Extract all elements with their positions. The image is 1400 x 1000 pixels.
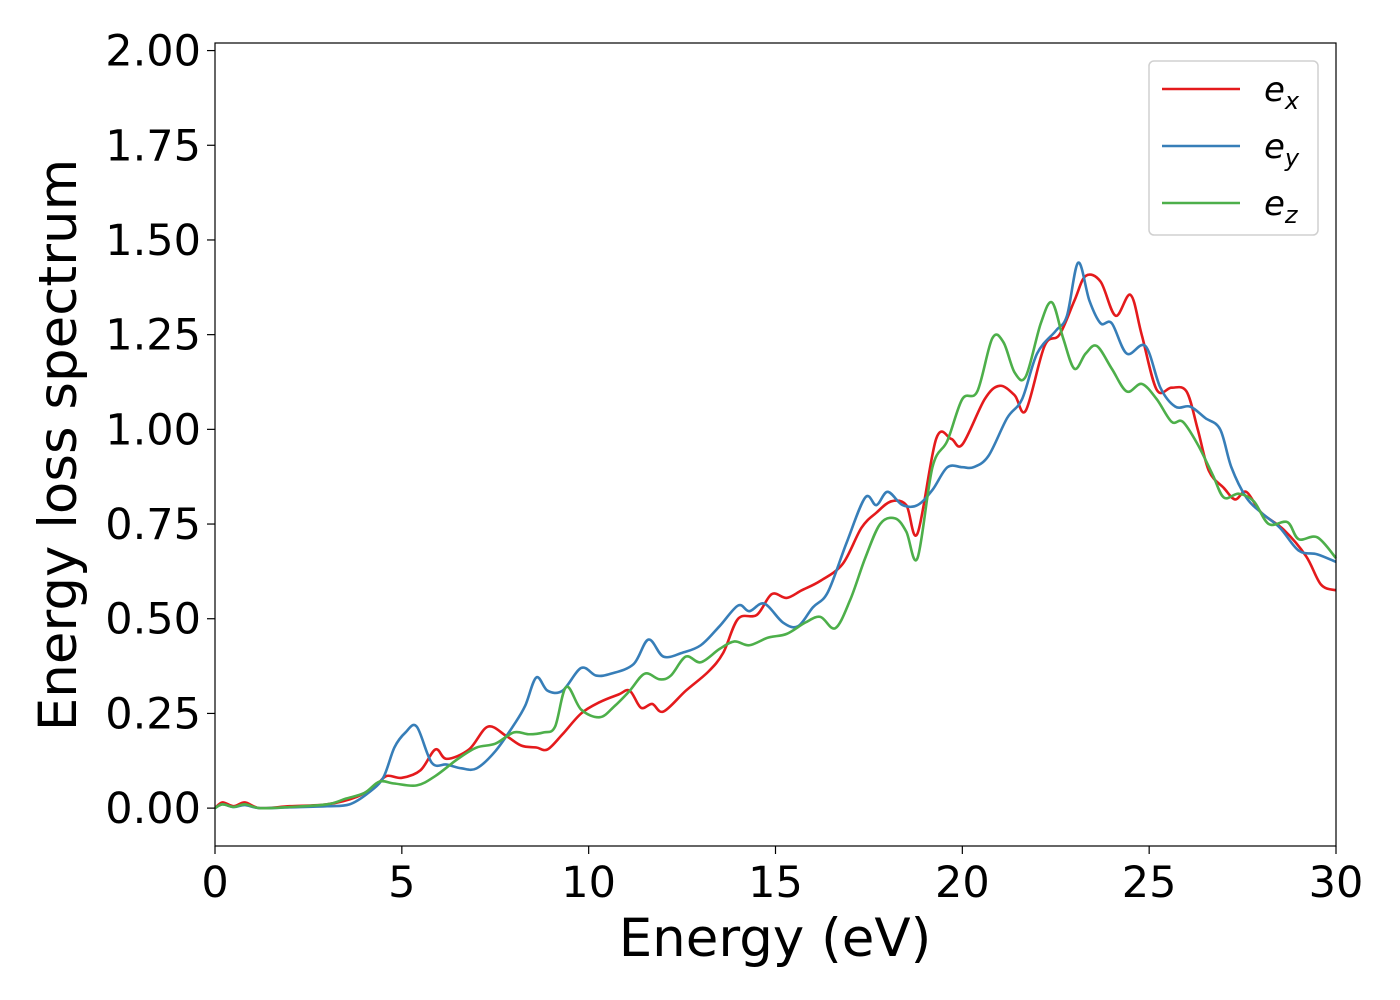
y-tick-label: 1.50 <box>105 216 201 266</box>
legend-label-ez: ez <box>1264 184 1299 229</box>
x-axis-title: Energy (eV) <box>619 908 932 969</box>
y-tick-label: 2.00 <box>105 27 201 77</box>
series-layer <box>214 261 1337 810</box>
x-tick-label: 15 <box>748 858 803 908</box>
legend-label-ex: ex <box>1264 70 1300 115</box>
x-tick-label: 25 <box>1122 858 1177 908</box>
y-tick-label: 1.00 <box>105 405 201 455</box>
x-axis: 0 5 10 15 20 25 30 <box>201 846 1363 908</box>
series-line-ex <box>214 273 1337 810</box>
y-tick-label: 0.25 <box>105 689 201 739</box>
x-tick-label: 0 <box>201 858 228 908</box>
series-line-ez <box>214 300 1337 810</box>
x-tick-label: 30 <box>1309 858 1364 908</box>
y-tick-label: 0.00 <box>105 784 201 834</box>
y-tick-label: 0.50 <box>105 595 201 645</box>
y-axis-title: Energy loss spectrum <box>28 159 89 731</box>
x-tick-label: 10 <box>561 858 616 908</box>
y-tick-label: 1.25 <box>105 311 201 361</box>
y-tick-label: 1.75 <box>105 121 201 171</box>
x-tick-label: 5 <box>388 858 415 908</box>
x-tick-label: 20 <box>935 858 990 908</box>
legend: ex ey ez <box>1148 60 1319 236</box>
y-tick-label: 0.75 <box>105 500 201 550</box>
legend-box <box>1148 60 1319 236</box>
legend-label-ey: ey <box>1264 127 1300 172</box>
y-axis: 0.00 0.25 0.50 0.75 1.00 1.25 1.50 1.75 2.00 <box>105 27 215 834</box>
